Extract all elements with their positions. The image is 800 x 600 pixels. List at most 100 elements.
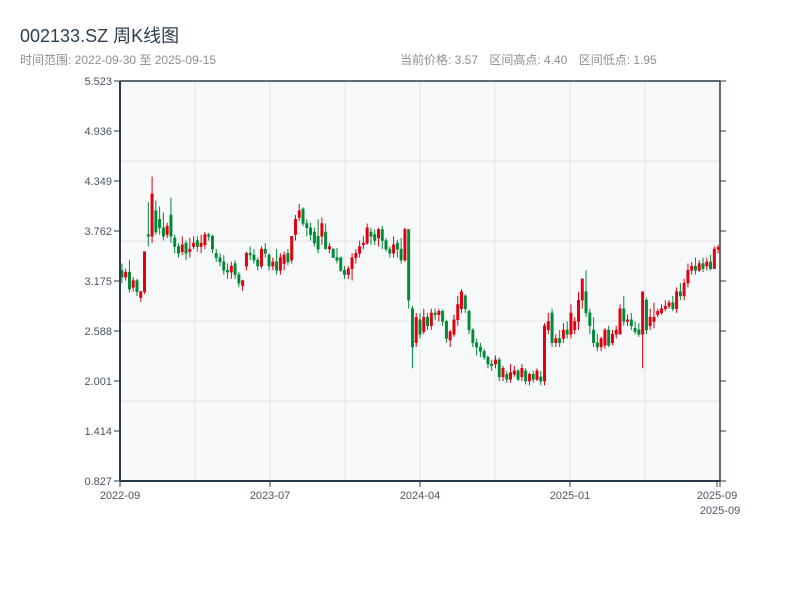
candle-up	[437, 308, 441, 322]
candle-body	[139, 291, 143, 298]
candle-down	[146, 202, 150, 247]
candle-down	[263, 243, 267, 258]
candle-body	[709, 261, 713, 269]
candle-body	[569, 312, 573, 335]
candle-down	[709, 255, 713, 271]
x-tick-label: 2023-07	[250, 490, 290, 502]
candle-body	[433, 312, 437, 315]
candle-down	[384, 237, 388, 252]
candle-body	[588, 312, 592, 326]
candle-up	[705, 257, 709, 271]
candle-body	[644, 299, 648, 331]
candle-down	[524, 368, 528, 385]
candle-up	[456, 295, 460, 326]
candle-body	[622, 308, 626, 322]
candle-up	[361, 236, 365, 250]
candle-up	[561, 323, 565, 343]
candle-body	[377, 229, 380, 239]
candle-body	[460, 291, 463, 309]
candle-body	[320, 223, 324, 237]
x-tick-label: 2025-09	[700, 505, 740, 517]
candle-up	[244, 251, 248, 271]
candle-down	[169, 197, 173, 244]
candle-body	[124, 271, 128, 278]
candle-up	[346, 266, 350, 279]
x-tick-label: 2025-01	[550, 490, 590, 502]
candle-body	[146, 234, 150, 237]
candle-body	[437, 310, 441, 315]
candle-body	[350, 257, 354, 269]
candle-body	[210, 236, 214, 250]
candle-down	[516, 369, 520, 382]
candle-body	[267, 254, 271, 267]
candle-body	[252, 254, 256, 261]
candle-body	[546, 321, 550, 331]
candle-down	[463, 294, 467, 313]
candle-body	[324, 231, 328, 250]
candle-body	[286, 253, 290, 263]
y-tick-label: 1.414	[84, 426, 112, 438]
candle-down	[418, 312, 422, 339]
candle-body	[422, 316, 426, 332]
candle-up	[626, 314, 630, 326]
candle-body	[592, 329, 596, 344]
candle-body	[456, 304, 460, 321]
candle-body	[256, 259, 260, 267]
current-price: 当前价格: 3.57	[400, 53, 479, 67]
candle-body	[535, 370, 539, 380]
candle-body	[667, 302, 671, 307]
candle-down	[607, 325, 611, 348]
candle-body	[712, 248, 716, 269]
candle-body	[203, 234, 207, 246]
candle-down	[490, 359, 494, 371]
candle-body	[565, 329, 569, 335]
candle-up	[690, 261, 694, 275]
candle-body	[263, 248, 267, 254]
candle-down	[343, 266, 347, 279]
candle-up	[278, 253, 282, 275]
candle-up	[512, 365, 516, 377]
candle-body	[233, 263, 237, 275]
candle-body	[346, 268, 350, 275]
candle-body	[199, 242, 203, 247]
candle-body	[241, 280, 245, 286]
candle-up	[124, 268, 128, 281]
candle-body	[290, 236, 294, 261]
candle-down	[127, 260, 131, 293]
candle-body	[222, 261, 226, 271]
candle-down	[592, 317, 596, 348]
candle-up	[131, 277, 135, 292]
candle-down	[475, 338, 479, 356]
candle-down	[497, 357, 501, 382]
candle-body	[131, 280, 135, 288]
candle-body	[373, 234, 377, 241]
candle-body	[463, 295, 467, 309]
candle-body	[218, 257, 222, 263]
candle-body	[301, 208, 305, 224]
candle-up	[199, 234, 203, 254]
candle-body	[629, 319, 633, 326]
candle-down	[256, 257, 260, 271]
candle-body	[305, 223, 309, 229]
gridlines	[120, 81, 720, 481]
candle-down	[184, 240, 188, 261]
candle-body	[471, 329, 475, 344]
candle-up	[403, 227, 407, 262]
candle-down	[399, 237, 403, 264]
candle-body	[467, 310, 471, 331]
candle-body	[169, 214, 173, 237]
candle-down	[312, 227, 316, 247]
candle-down	[248, 246, 252, 261]
candle-body	[143, 251, 147, 292]
candle-down	[505, 370, 509, 383]
candle-down	[584, 270, 588, 318]
candle-body	[184, 242, 188, 254]
candle-body	[486, 356, 490, 365]
candle-down	[305, 219, 309, 237]
candle-body	[527, 374, 531, 382]
candle-body	[354, 253, 358, 258]
candle-down	[441, 309, 445, 326]
candle-up	[535, 368, 539, 382]
candle-up	[293, 214, 297, 241]
candle-up	[610, 329, 614, 346]
